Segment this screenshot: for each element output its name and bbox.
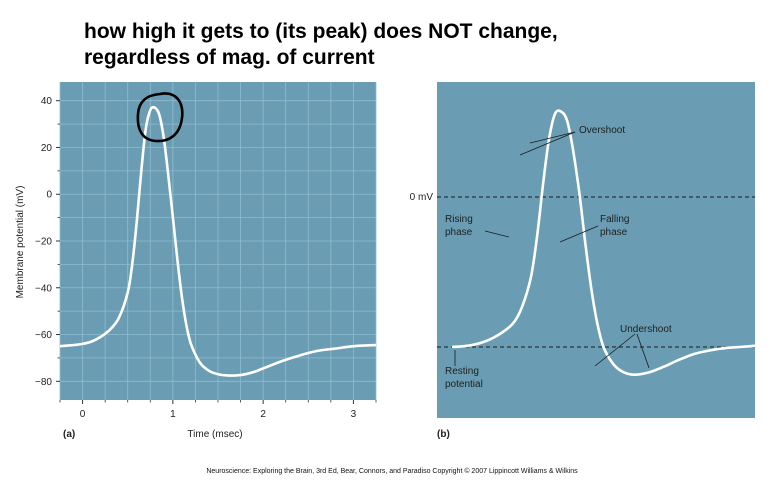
chart-a-series-line	[59, 105, 377, 377]
chart-b-pointer-lines	[454, 131, 650, 369]
y-tick-label: −40	[35, 283, 52, 294]
x-tick-label: 1	[170, 409, 176, 420]
chart-b-plot-area	[437, 82, 755, 418]
rising-phase-label: phase	[445, 227, 473, 238]
chart-a-ylabel: Membrane potential (mV)	[15, 186, 26, 299]
resting-label: Resting	[445, 366, 479, 377]
peak-annotation-circle	[136, 92, 184, 143]
undershoot-label: Undershoot	[620, 324, 672, 335]
overshoot-pointer-1	[529, 131, 576, 144]
chart-b-series-line	[451, 109, 756, 377]
undershoot-pointer-2	[636, 333, 650, 369]
slide-title-line-1: how high it gets to (its peak) does NOT …	[84, 20, 558, 43]
copyright-credit: Neuroscience: Exploring the Brain, 3rd E…	[206, 467, 578, 475]
undershoot-pointer-1	[594, 333, 636, 367]
x-tick-label: 0	[80, 409, 86, 420]
overshoot-label: Overshoot	[579, 125, 625, 136]
chart-a-grid	[59, 82, 377, 400]
slide-title-line-2: regardless of mag. of current	[84, 46, 375, 69]
y-tick-label: 20	[41, 143, 53, 154]
rising-label: Rising	[445, 214, 473, 225]
chart-a-xlabel: Time (msec)	[187, 429, 242, 440]
y-tick-label: −20	[35, 237, 52, 248]
chart-b: 0 mV Overshoot Rising phase Falling phas…	[410, 82, 756, 440]
rising-pointer	[484, 230, 510, 238]
chart-a-panel-label: (a)	[63, 429, 75, 440]
y-tick-label: 40	[41, 96, 53, 107]
falling-label: Falling	[600, 214, 629, 225]
x-tick-label: 2	[260, 409, 266, 420]
chart-b-panel-label: (b)	[437, 429, 450, 440]
x-tick-label: 3	[351, 409, 357, 420]
chart-a: 40 20 0 −20 −40 −60 −80 0 1 2 3 Membrane potential…	[15, 82, 377, 440]
chart-a-ticks: 40 20 0 −20 −40 −60 −80 0 1 2 3	[35, 96, 377, 420]
overshoot-pointer-2	[519, 131, 576, 156]
falling-pointer	[559, 225, 599, 243]
falling-phase-label: phase	[600, 227, 628, 238]
resting-potential-label: potential	[445, 379, 483, 390]
y-tick-label: −80	[35, 377, 52, 388]
y-tick-label: 0	[46, 190, 52, 201]
y-tick-label: −60	[35, 330, 52, 341]
zero-mv-label: 0 mV	[410, 192, 434, 203]
